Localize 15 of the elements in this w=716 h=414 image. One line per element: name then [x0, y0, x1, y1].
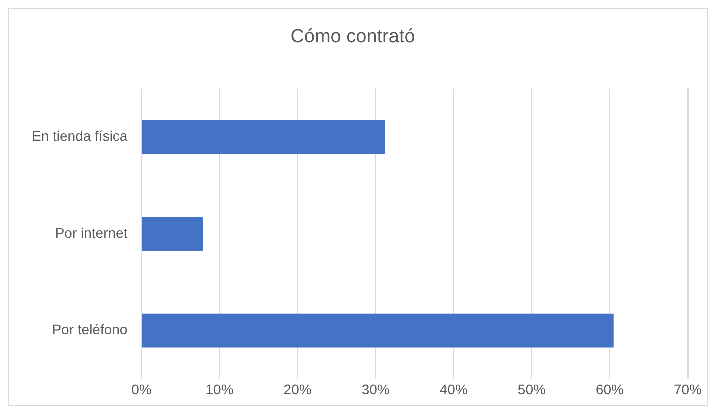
x-tick-label: 70%: [674, 381, 702, 398]
y-tick-label: Por internet: [55, 224, 128, 241]
bar: [142, 217, 204, 251]
x-tick-label: 30%: [362, 381, 390, 398]
bar: [142, 314, 614, 348]
x-tick-label: 0%: [132, 381, 152, 398]
x-tick-label: 50%: [518, 381, 546, 398]
bar: [142, 120, 386, 154]
x-tick-label: 10%: [206, 381, 234, 398]
y-tick-label: Por teléfono: [52, 322, 128, 338]
x-tick-label: 40%: [440, 381, 468, 398]
x-tick-label: 60%: [596, 381, 624, 398]
x-tick-label: 20%: [284, 381, 312, 398]
chart-title: Cómo contrató: [290, 26, 416, 48]
y-tick-label: En tienda física: [32, 128, 128, 144]
